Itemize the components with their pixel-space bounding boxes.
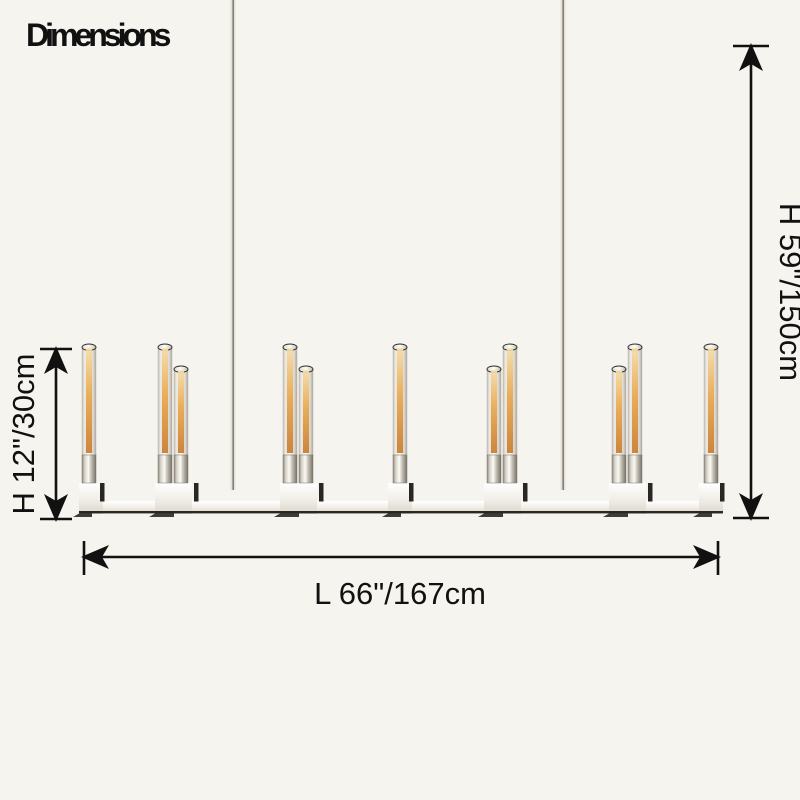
svg-text:H 59"/150cm: H 59"/150cm (773, 203, 800, 381)
svg-text:L 66"/167cm: L 66"/167cm (314, 576, 486, 611)
svg-text:H 12"/30cm: H 12"/30cm (6, 354, 41, 515)
